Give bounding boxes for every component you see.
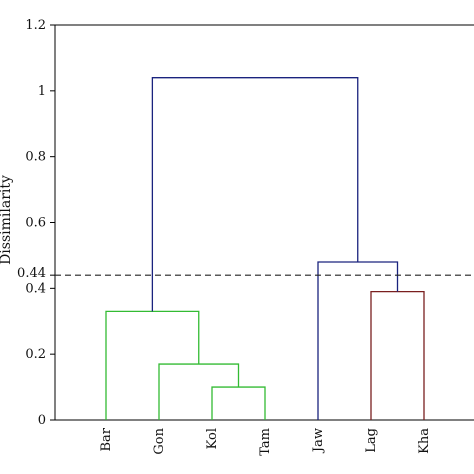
dendrogram-link-6	[151, 77, 359, 312]
plot-frame	[54, 24, 474, 421]
y-tick-label: 1	[38, 84, 46, 99]
dendrogram-link-1	[211, 386, 266, 420]
leaf-label-tam: Tam	[258, 428, 273, 456]
leaf-label-kha: Kha	[417, 428, 432, 454]
y-axis-title: Dissimilarity	[0, 175, 14, 265]
y-tick-label: 0.2	[25, 347, 46, 362]
dendrogram-link-3	[105, 310, 200, 420]
threshold-line-group: 0.44	[17, 266, 474, 281]
dendrogram-link-2	[158, 363, 240, 420]
leaf-label-bar: Bar	[99, 427, 114, 451]
threshold-label: 0.44	[17, 266, 46, 281]
leaf-label-kol: Kol	[205, 428, 220, 449]
leaf-labels: Bar Gon Kol Tam Jaw Lag Kha	[99, 427, 432, 456]
dendrogram-link-4	[370, 290, 425, 420]
dendrogram-link-5	[317, 261, 399, 420]
leaf-label-gon: Gon	[152, 427, 167, 454]
y-tick-label: 0.6	[25, 216, 46, 231]
leaf-label-jaw: Jaw	[311, 428, 326, 454]
dendrogram-branches	[105, 77, 425, 420]
y-axis-ticks: 0 0.2 0.4 0.6 0.8 1 1.2	[25, 18, 55, 428]
y-tick-label: 0	[38, 413, 46, 428]
y-tick-label: 0.8	[25, 150, 46, 165]
leaf-label-lag: Lag	[364, 428, 379, 453]
y-tick-label: 1.2	[25, 18, 46, 33]
y-tick-label: 0.4	[25, 281, 46, 296]
